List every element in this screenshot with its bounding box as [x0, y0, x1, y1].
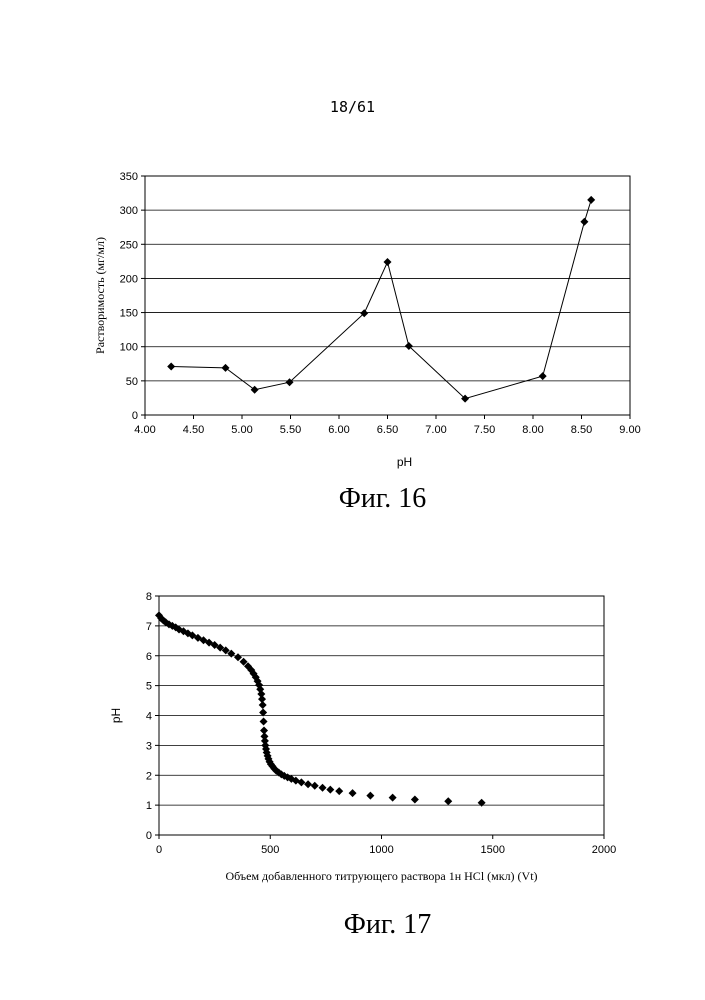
x-tick-label: 1500	[481, 844, 505, 856]
y-tick-label: 1	[146, 800, 152, 812]
x-tick-label: 500	[261, 844, 279, 856]
y-tick-label: 3	[146, 740, 152, 752]
data-point	[234, 653, 242, 661]
data-point	[411, 795, 419, 803]
data-point	[478, 799, 486, 807]
data-point	[260, 717, 268, 725]
x-tick-label: 2000	[592, 844, 616, 856]
x-axis-title: Объем добавленного титрующего раствора 1…	[225, 869, 537, 883]
y-tick-label: 4	[146, 711, 152, 723]
data-point	[335, 787, 343, 795]
data-point	[304, 780, 312, 788]
data-point	[319, 784, 327, 792]
data-point	[389, 794, 397, 802]
y-tick-label: 0	[146, 830, 152, 842]
data-point	[326, 786, 334, 794]
y-tick-label: 2	[146, 770, 152, 782]
x-tick-label: 0	[156, 844, 162, 856]
y-tick-label: 7	[146, 621, 152, 633]
figure-caption-16: Фиг. 16	[30, 483, 705, 515]
y-tick-label: 8	[146, 591, 152, 603]
y-axis-title: pH	[109, 708, 123, 723]
figure-caption-17: Фиг. 17	[35, 909, 705, 941]
y-tick-label: 5	[146, 681, 152, 693]
y-tick-label: 6	[146, 651, 152, 663]
data-point	[366, 792, 374, 800]
x-tick-label: 1000	[369, 844, 393, 856]
data-point	[444, 797, 452, 805]
data-point	[259, 701, 267, 709]
data-point	[311, 782, 319, 790]
data-point	[349, 789, 357, 797]
